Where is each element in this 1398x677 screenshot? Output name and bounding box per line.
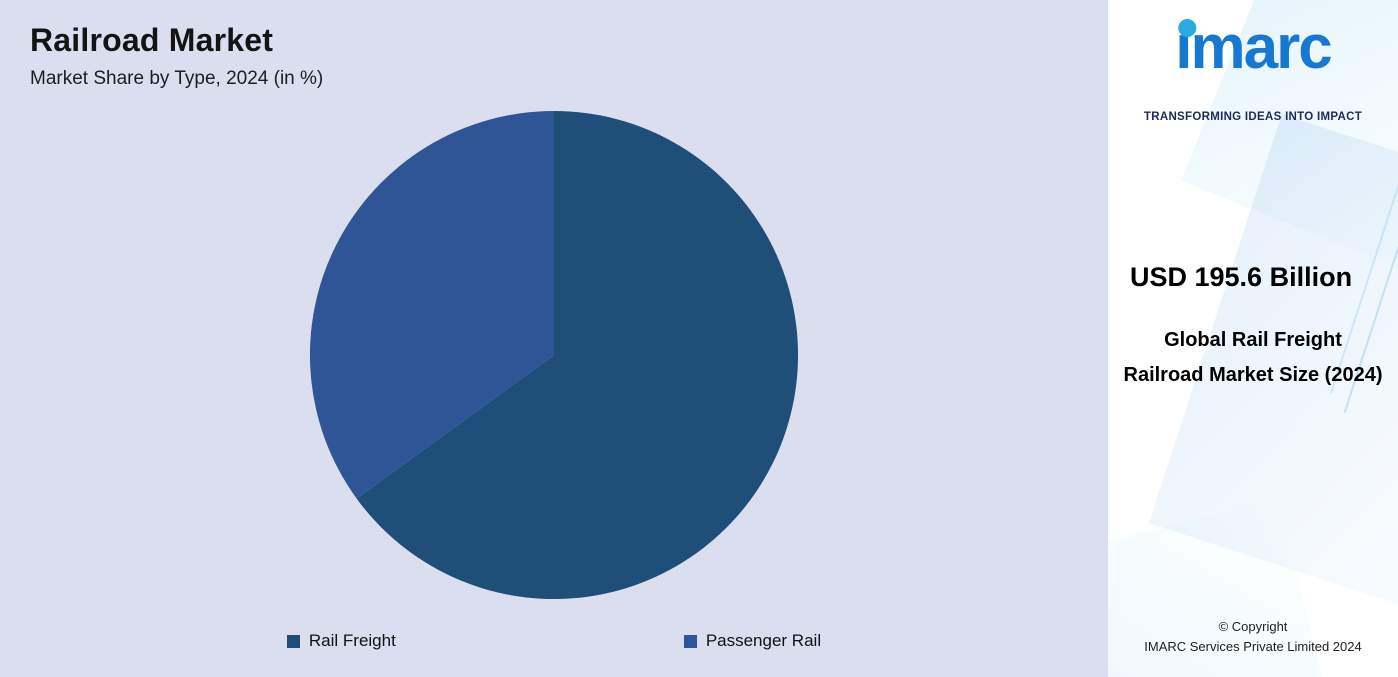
imarc-logo: imarc <box>1175 12 1332 83</box>
pie-chart <box>0 108 1108 602</box>
market-size-value: USD 195.6 Billion <box>1130 262 1353 292</box>
chart-subtitle: Market Share by Type, 2024 (in %) <box>30 68 324 89</box>
brand-tagline: TRANSFORMING IDEAS INTO IMPACT <box>1143 111 1363 123</box>
legend-swatch <box>683 634 697 648</box>
legend-item-rail-freight: Rail Freight <box>286 631 396 651</box>
info-panel: imarc TRANSFORMING IDEAS INTO IMPACT USD… <box>1108 0 1398 677</box>
copyright-notice: © Copyright IMARC Services Private Limit… <box>1108 617 1398 657</box>
legend-swatch <box>286 634 300 648</box>
copyright-line-2: IMARC Services Private Limited 2024 <box>1144 638 1362 654</box>
copyright-line-1: © Copyright <box>1218 618 1288 634</box>
chart-area: Railroad Market Market Share by Type, 20… <box>0 22 1108 651</box>
pie-slice-rail-freight <box>356 110 799 600</box>
legend-label: Rail Freight <box>308 631 396 650</box>
logo-dot-icon <box>1178 19 1197 37</box>
legend-item-passenger-rail: Passenger Rail <box>683 631 822 651</box>
chart-legend: Rail Freight Passenger Rail <box>0 631 1108 651</box>
pie-slice-passenger-rail <box>309 110 554 499</box>
legend-label: Passenger Rail <box>705 631 822 650</box>
chart-title: Railroad Market <box>30 22 274 58</box>
logo-text: imarc <box>1175 13 1332 82</box>
market-size-label: Global Rail Freight Railroad Market Size… <box>1123 329 1383 386</box>
pie-svg <box>309 110 799 600</box>
